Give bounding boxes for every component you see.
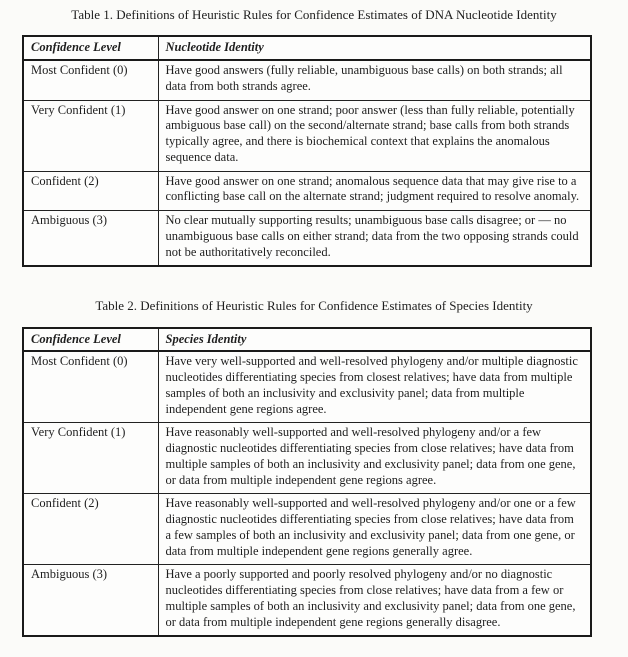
table-row: Ambiguous (3) No clear mutually supporti… (22, 210, 592, 267)
table1-row3-level: Confident (2) (22, 170, 159, 211)
document-page: Table 1. Definitions of Heuristic Rules … (0, 7, 628, 638)
table2-section: Table 2. Definitions of Heuristic Rules … (0, 298, 628, 638)
table-row: Most Confident (0) Have good answers (fu… (22, 59, 592, 101)
table1-section: Table 1. Definitions of Heuristic Rules … (0, 7, 628, 268)
table2-row2-definition: Have reasonably well-supported and well-… (157, 422, 592, 495)
table1-header-row: Confidence Level Nucleotide Identity (22, 35, 592, 61)
table-row: Very Confident (1) Have good answer on o… (22, 99, 592, 172)
table2-header-row: Confidence Level Species Identity (22, 327, 592, 353)
table1-caption: Table 1. Definitions of Heuristic Rules … (71, 7, 557, 22)
table2-caption: Table 2. Definitions of Heuristic Rules … (95, 298, 533, 314)
table-row: Confident (2) Have good answer on one st… (22, 170, 592, 211)
table1-row2-definition: Have good answer on one strand; poor ans… (157, 99, 592, 172)
table2-species-identity-confidence: Confidence Level Species Identity Most C… (22, 326, 592, 638)
table2-row3-level: Confident (2) (22, 493, 159, 566)
table1-dna-nucleotide-confidence: Confidence Level Nucleotide Identity Mos… (22, 35, 592, 268)
table2-row4-definition: Have a poorly supported and poorly resol… (157, 564, 592, 637)
table1-row2-level: Very Confident (1) (22, 99, 159, 172)
table2-row3-definition: Have reasonably well-supported and well-… (157, 493, 592, 566)
table-row: Very Confident (1) Have reasonably well-… (22, 422, 592, 495)
table2-row4-level: Ambiguous (3) (22, 564, 159, 637)
table1-row4-definition: No clear mutually supporting results; un… (157, 210, 592, 267)
table2-header-confidence-level: Confidence Level (22, 327, 159, 353)
table-row: Ambiguous (3) Have a poorly supported an… (22, 564, 592, 637)
table-row: Confident (2) Have reasonably well-suppo… (22, 493, 592, 566)
table2-row2-level: Very Confident (1) (22, 422, 159, 495)
table1-row4-level: Ambiguous (3) (22, 210, 159, 267)
table2-row1-level: Most Confident (0) (22, 350, 159, 424)
table-row: Most Confident (0) Have very well-suppor… (22, 350, 592, 424)
table1-row1-definition: Have good answers (fully reliable, unamb… (157, 59, 592, 101)
table1-row1-level: Most Confident (0) (22, 59, 159, 101)
table1-header-confidence-level: Confidence Level (22, 35, 159, 61)
table1-row3-definition: Have good answer on one strand; anomalou… (157, 170, 592, 211)
table2-header-species-identity: Species Identity (157, 327, 592, 353)
table2-row1-definition: Have very well-supported and well-resolv… (157, 350, 592, 424)
table1-header-nucleotide-identity: Nucleotide Identity (157, 35, 592, 61)
